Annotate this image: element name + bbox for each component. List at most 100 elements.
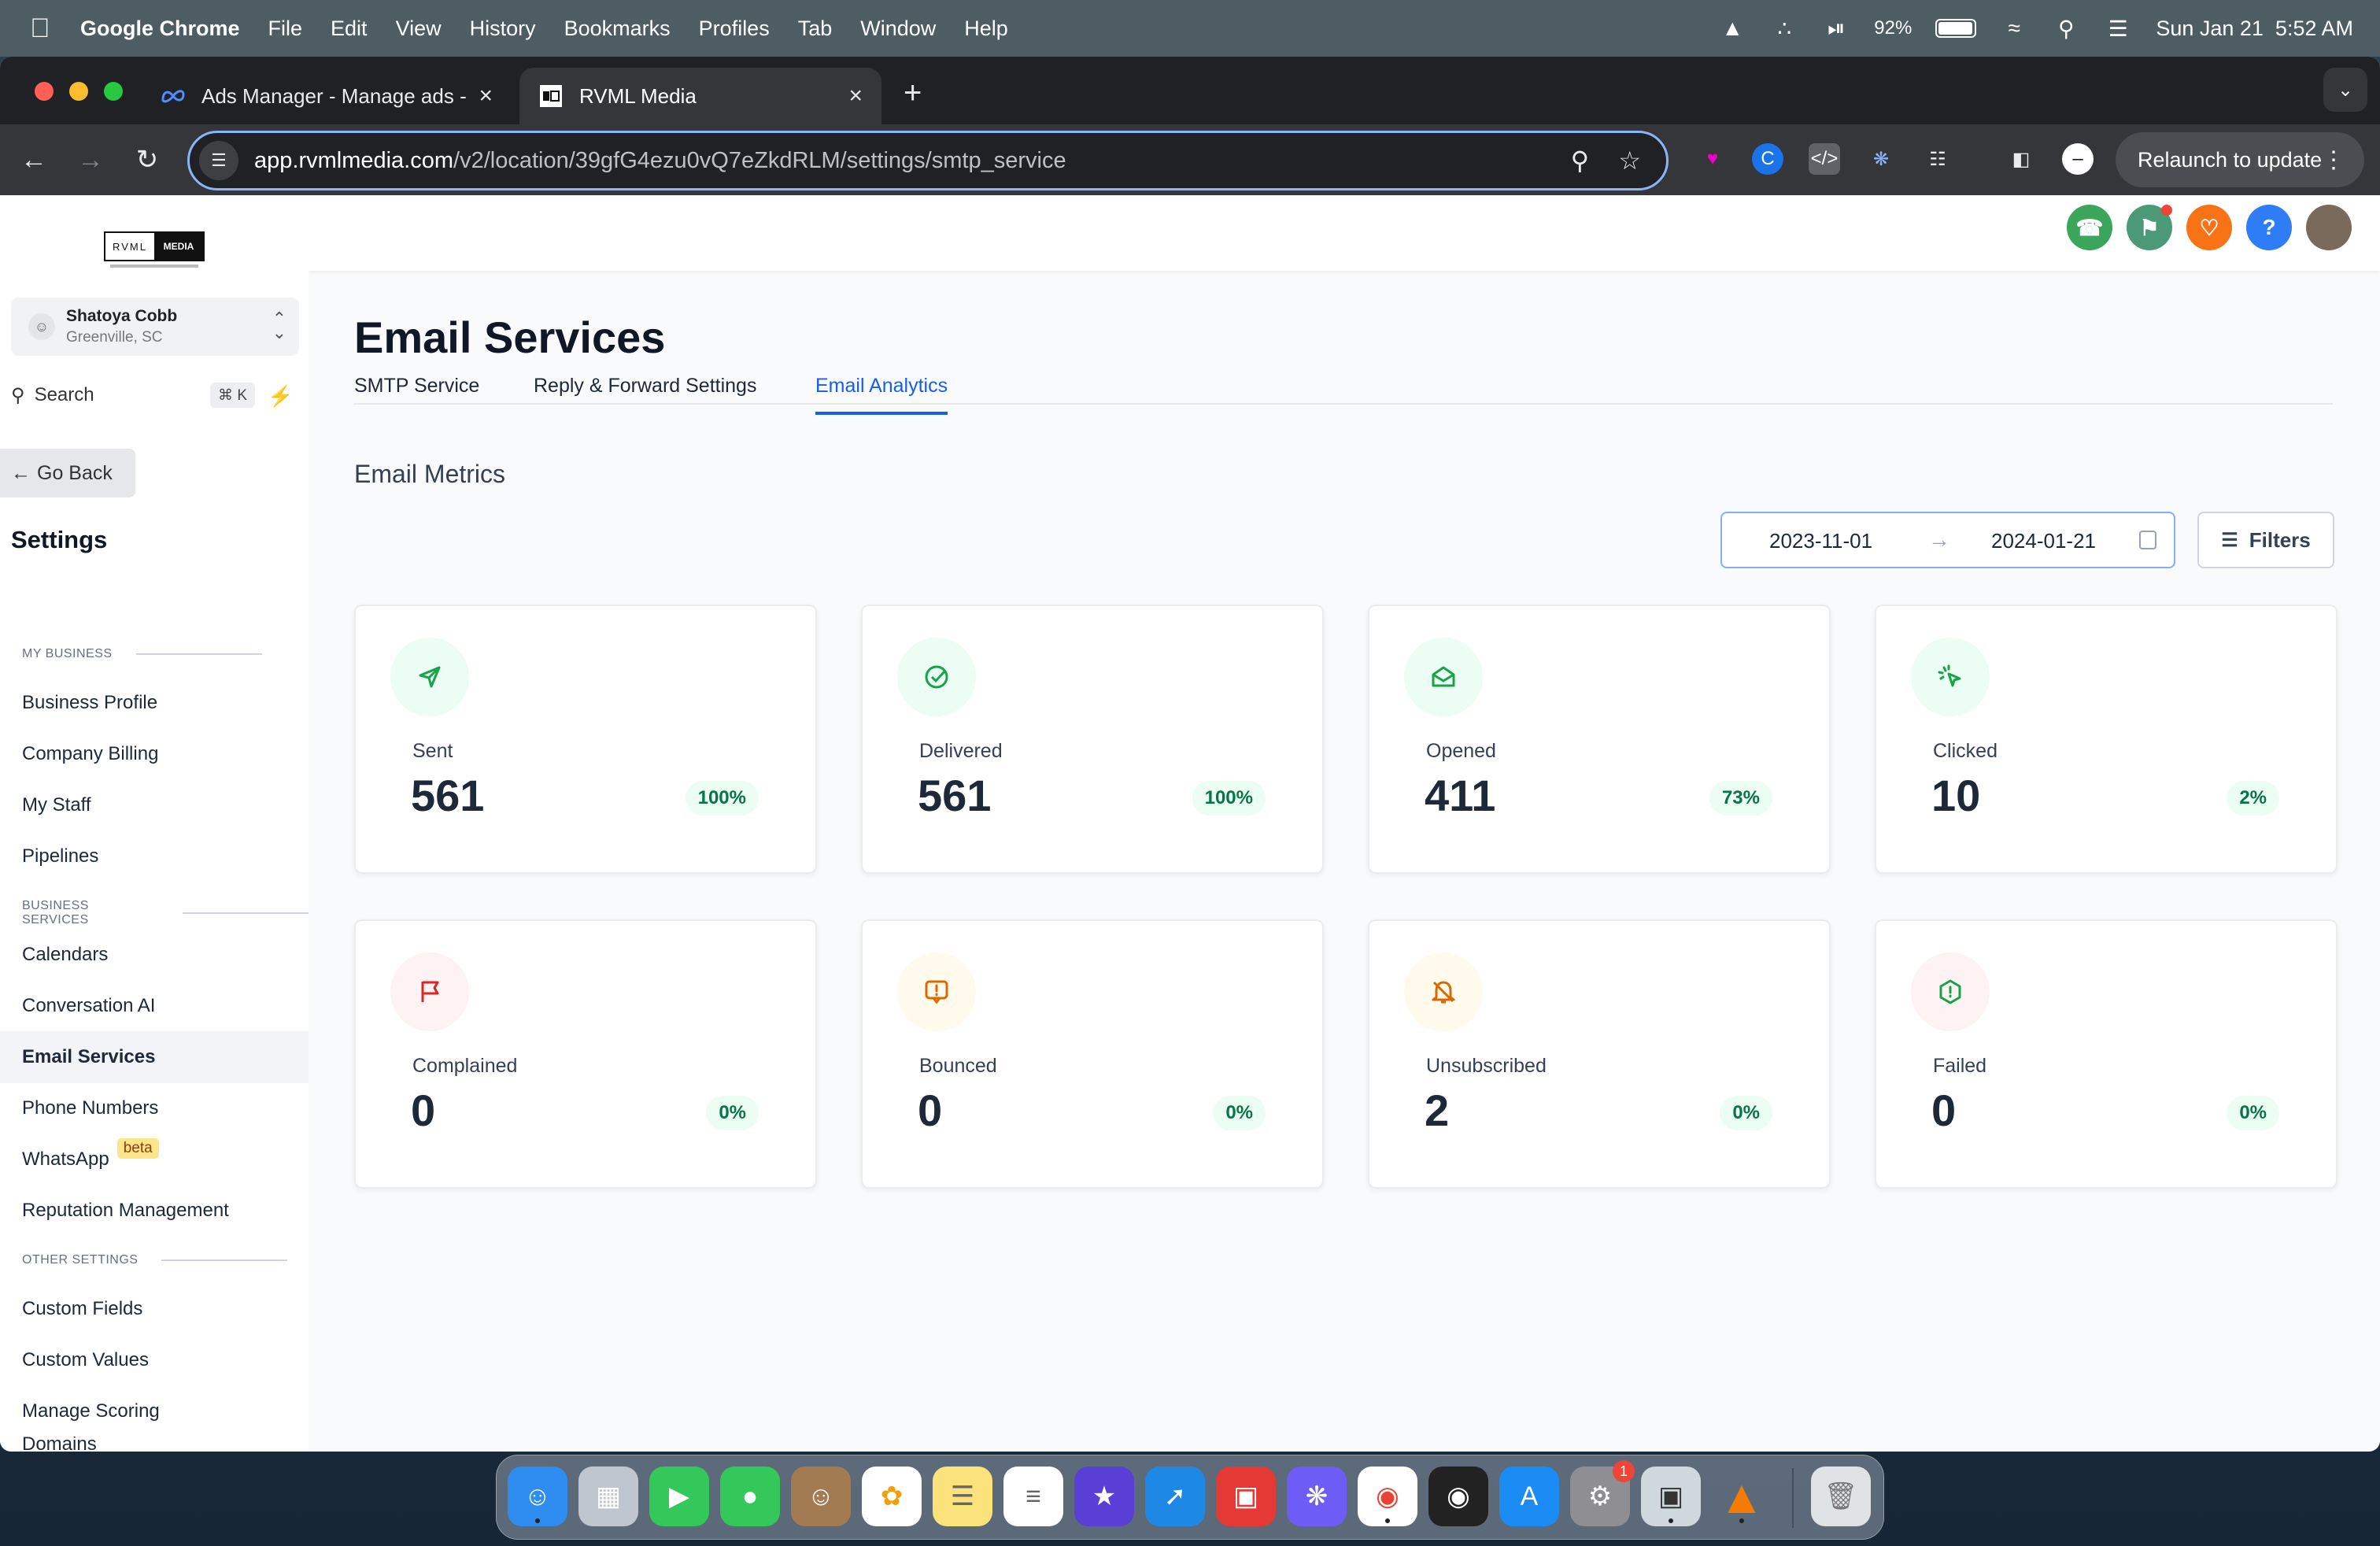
obs-icon[interactable]: ◉: [1428, 1466, 1488, 1526]
play-status-icon[interactable]: ⏯: [1828, 15, 1846, 40]
notifications-bell-icon[interactable]: ♡: [2186, 205, 2232, 250]
user-avatar[interactable]: [2306, 205, 2352, 250]
menu-profiles[interactable]: Profiles: [698, 16, 770, 40]
photo-booth-icon[interactable]: ▣: [1216, 1466, 1276, 1526]
sidebar-item-pipelines[interactable]: Pipelines: [22, 845, 99, 867]
battery-icon[interactable]: [1935, 19, 1977, 38]
trash-icon[interactable]: 🗑: [1811, 1466, 1871, 1526]
metric-card-bounced: Bounced 0 0%: [861, 919, 1324, 1189]
help-icon[interactable]: ?: [2246, 205, 2292, 250]
reload-icon[interactable]: ↻: [135, 145, 159, 175]
announcement-icon[interactable]: ⚑: [2127, 205, 2172, 250]
vlc-icon[interactable]: ▲: [1718, 1470, 1765, 1523]
contacts-icon[interactable]: ☺: [791, 1466, 851, 1526]
apple-menu-icon[interactable]: : [30, 13, 61, 44]
more-menu-icon[interactable]: ⋮: [2322, 146, 2345, 173]
weather-status-icon[interactable]: ∴: [1777, 16, 1792, 41]
sidebar-item-reputation-management[interactable]: Reputation Management: [22, 1200, 229, 1221]
facetime-icon[interactable]: ▶: [649, 1466, 709, 1526]
menu-file[interactable]: File: [268, 16, 303, 40]
app-store-icon[interactable]: A: [1499, 1466, 1559, 1526]
metric-label: Bounced: [919, 1055, 997, 1077]
extensions-puzzle-icon[interactable]: ☷: [1929, 148, 1946, 170]
profile-icon[interactable]: –: [2062, 143, 2094, 175]
date-from[interactable]: 2023-11-01: [1769, 529, 1873, 553]
extension-c-icon[interactable]: C: [1752, 143, 1783, 175]
mail-open-icon: [1404, 638, 1483, 716]
zoom-icon[interactable]: ⚲: [1570, 146, 1589, 175]
sidebar-search[interactable]: ⚲ Search ⌘ K: [11, 378, 255, 412]
bookmark-star-icon[interactable]: ☆: [1618, 146, 1641, 175]
sidebar-item-company-billing[interactable]: Company Billing: [22, 743, 159, 764]
sidebar-item-custom-fields[interactable]: Custom Fields: [22, 1298, 143, 1319]
photos-icon[interactable]: ✿: [862, 1466, 922, 1526]
company-logo[interactable]: RVML MEDIA: [104, 231, 205, 261]
close-tab-icon[interactable]: ×: [848, 83, 863, 109]
sidebar-item-email-services[interactable]: Email Services: [0, 1031, 309, 1083]
tab-smtp-service[interactable]: SMTP Service: [354, 375, 480, 397]
close-window-button[interactable]: [35, 82, 54, 101]
relaunch-to-update-button[interactable]: Relaunch to update ⋮: [2116, 132, 2364, 187]
reminders-icon[interactable]: ≡: [1003, 1466, 1063, 1526]
back-arrow-icon[interactable]: ←: [20, 144, 47, 175]
date-to[interactable]: 2024-01-21: [1991, 529, 2096, 553]
forward-arrow-icon[interactable]: →: [77, 144, 104, 175]
vlc-status-icon[interactable]: ▲: [1721, 16, 1744, 40]
extension-code-icon[interactable]: </>: [1809, 143, 1840, 175]
sidebar-item-calendars[interactable]: Calendars: [22, 944, 109, 965]
system-settings-icon[interactable]: ⚙ 1: [1570, 1460, 1635, 1526]
zoom-window-button[interactable]: [104, 82, 123, 101]
notes-icon[interactable]: ☰: [933, 1466, 992, 1526]
filters-button[interactable]: ☰ Filters: [2197, 512, 2334, 568]
extension-asterisk-icon[interactable]: ❋: [1872, 148, 1890, 170]
tab-search-chevron-icon[interactable]: ⌄: [2323, 68, 2367, 112]
menu-edit[interactable]: Edit: [331, 16, 368, 40]
imovie-icon[interactable]: ★: [1074, 1466, 1134, 1526]
search-icon: ⚲: [11, 384, 25, 406]
tab-reply-forward-settings[interactable]: Reply & Forward Settings: [534, 375, 757, 397]
close-tab-icon[interactable]: ×: [479, 83, 493, 109]
sidebar-item-my-staff[interactable]: My Staff: [22, 794, 91, 816]
sidebar-item-business-profile[interactable]: Business Profile: [22, 692, 158, 713]
menubar-app-name[interactable]: Google Chrome: [80, 16, 240, 40]
menu-history[interactable]: History: [469, 16, 536, 40]
messages-icon[interactable]: ●: [720, 1466, 780, 1526]
phone-icon[interactable]: ☎: [2067, 205, 2112, 250]
new-tab-icon[interactable]: +: [904, 76, 922, 110]
quick-actions-bolt-icon[interactable]: ⚡: [268, 384, 294, 408]
finder-icon[interactable]: ☺: [508, 1466, 567, 1526]
menu-help[interactable]: Help: [964, 16, 1008, 40]
account-switcher[interactable]: ☺ Shatoya Cobb Greenville, SC ⌃ ⌄: [11, 298, 299, 356]
sidebar-item-custom-values[interactable]: Custom Values: [22, 1349, 149, 1370]
sidebar-item-domains[interactable]: Domains: [22, 1437, 97, 1452]
menu-bookmarks[interactable]: Bookmarks: [564, 16, 671, 40]
menu-view[interactable]: View: [395, 16, 442, 40]
alert-hexagon-icon: [1911, 952, 1990, 1031]
extension-heart-icon[interactable]: ♥: [1706, 148, 1719, 169]
metric-percent-badge: 0%: [2227, 1096, 2279, 1130]
menu-window[interactable]: Window: [860, 16, 937, 40]
control-center-icon[interactable]: ☰: [2108, 16, 2128, 41]
preview-icon[interactable]: ▣: [1641, 1466, 1701, 1526]
browser-tab-rvml-media[interactable]: RVML Media ×: [519, 68, 881, 124]
tab-email-analytics[interactable]: Email Analytics: [815, 375, 948, 415]
browser-tab-ads-manager[interactable]: Ads Manager - Manage ads - ×: [142, 68, 512, 124]
site-info-icon[interactable]: ☰: [199, 141, 238, 180]
spotlight-search-icon[interactable]: ⚲: [2058, 16, 2075, 41]
date-range-picker[interactable]: 2023-11-01 → 2024-01-21: [1720, 512, 2175, 568]
sidebar-item-whatsapp[interactable]: WhatsApp beta: [0, 1134, 309, 1185]
sidebar-item-phone-numbers[interactable]: Phone Numbers: [22, 1097, 159, 1119]
safari-icon[interactable]: ➚: [1145, 1466, 1205, 1526]
wifi-icon[interactable]: ≈: [2008, 16, 2020, 40]
asterisk-app-icon[interactable]: ❋: [1287, 1466, 1347, 1526]
address-bar[interactable]: ☰ app.rvmlmedia.com/v2/location/39gfG4ez…: [187, 131, 1669, 190]
minimize-window-button[interactable]: [69, 82, 88, 101]
menubar-clock[interactable]: Sun Jan 21 5:52 AM: [2156, 16, 2353, 40]
go-back-button[interactable]: ← Go Back: [0, 449, 135, 497]
menu-tab[interactable]: Tab: [797, 16, 833, 40]
sidebar-item-manage-scoring[interactable]: Manage Scoring: [22, 1400, 160, 1422]
chrome-icon[interactable]: ◉: [1358, 1466, 1417, 1526]
side-panel-icon[interactable]: ◧: [2012, 148, 2031, 170]
launchpad-icon[interactable]: ▦: [578, 1466, 638, 1526]
sidebar-item-conversation-ai[interactable]: Conversation AI: [22, 995, 156, 1016]
